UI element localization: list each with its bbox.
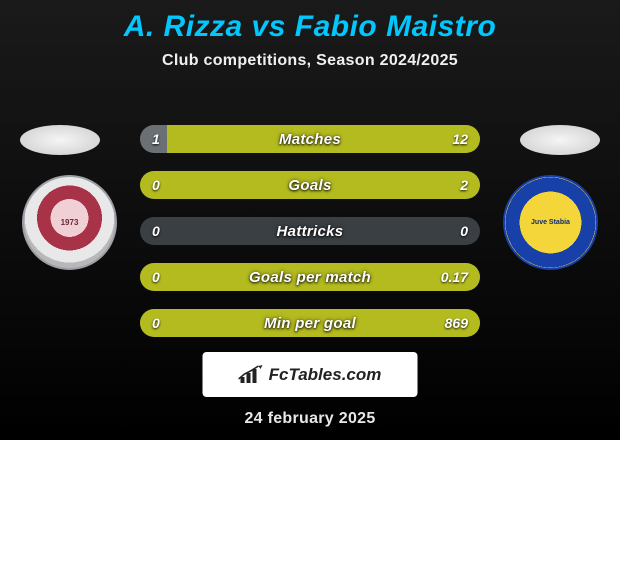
chart-icon bbox=[239, 365, 263, 385]
player-photo-left bbox=[20, 125, 100, 155]
club-badge-right-label: Juve Stabia bbox=[505, 177, 596, 268]
stat-label: Hattricks bbox=[140, 217, 480, 245]
stat-row: Goals0 2 bbox=[140, 171, 480, 199]
stats-bars: Matches112Goals02Hattricks00Goals per ma… bbox=[140, 125, 480, 355]
stat-value-left: 0 bbox=[140, 309, 172, 337]
subtitle: Club competitions, Season 2024/2025 bbox=[0, 52, 620, 70]
stat-value-left: 0 bbox=[140, 217, 172, 245]
stat-value-right: 0.17 bbox=[429, 263, 480, 291]
stat-label: Min per goal bbox=[140, 309, 480, 337]
player-photo-right bbox=[520, 125, 600, 155]
stat-value-right: 0 bbox=[448, 217, 480, 245]
club-badge-right: Juve Stabia bbox=[503, 175, 598, 270]
page-title: A. Rizza vs Fabio Maistro bbox=[0, 0, 620, 44]
stat-row: Min per goal0 869 bbox=[140, 309, 480, 337]
comparison-card: A. Rizza vs Fabio Maistro Club competiti… bbox=[0, 0, 620, 440]
stat-value-right: 12 bbox=[440, 125, 480, 153]
stat-value-left: 0 bbox=[140, 263, 172, 291]
stat-value-left: 0 bbox=[140, 171, 172, 199]
stat-value-right: 869 bbox=[433, 309, 480, 337]
site-logo: FcTables.com bbox=[203, 352, 418, 397]
club-badge-left-label: 1973 bbox=[24, 177, 115, 268]
club-badge-left: 1973 bbox=[22, 175, 117, 270]
stat-row: Matches1 12 bbox=[140, 125, 480, 153]
stat-label: Goals bbox=[140, 171, 480, 199]
date-text: 24 february 2025 bbox=[0, 410, 620, 428]
stat-value-left: 1 bbox=[140, 125, 172, 153]
stat-row: Goals per match00.17 bbox=[140, 263, 480, 291]
stat-row: Hattricks0 0 bbox=[140, 217, 480, 245]
site-logo-text: FcTables.com bbox=[269, 365, 382, 385]
stat-label: Matches bbox=[140, 125, 480, 153]
stat-value-right: 2 bbox=[448, 171, 480, 199]
